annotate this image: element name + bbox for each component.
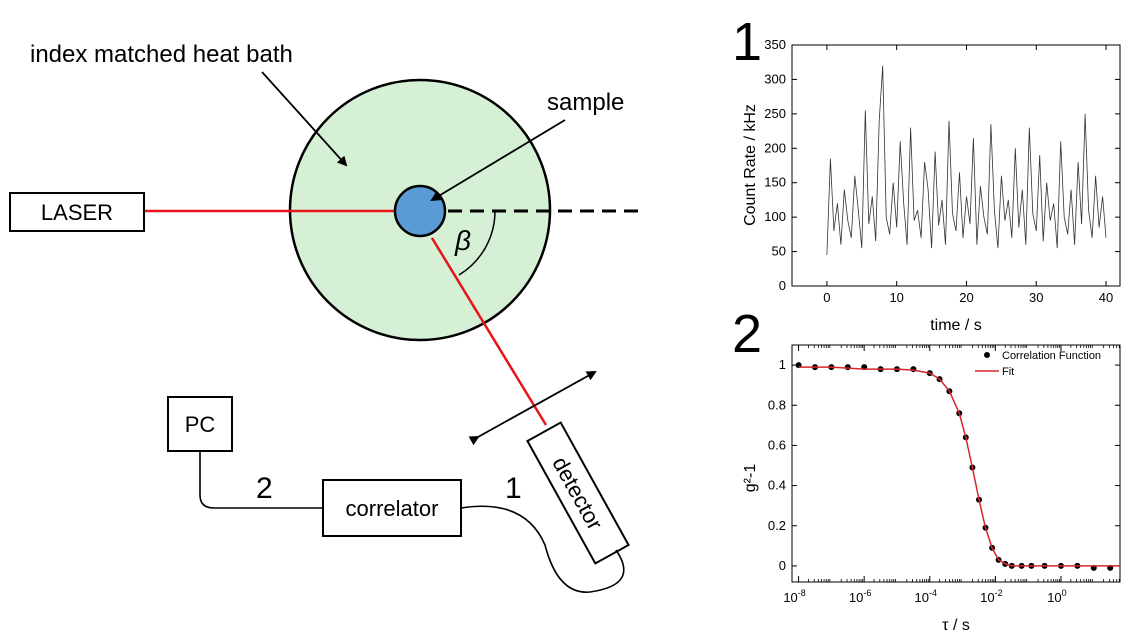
chart2-x-tick-label: 10-2 <box>980 588 1002 605</box>
chart1-x-tick-label: 20 <box>959 290 973 305</box>
count-rate-chart: 1 0 50 100 150 200 250 300 350 0 10 20 30 40 Count … <box>732 12 1121 334</box>
angle-beta-label: β <box>454 225 471 256</box>
chart1-y-tick-label: 100 <box>764 209 786 224</box>
chart2-y-tick-label: 0.8 <box>768 397 786 412</box>
chart2-y-tick-label: 1 <box>779 357 786 372</box>
count-rate-trace <box>826 65 1107 256</box>
chart1-x-tick-label: 30 <box>1029 290 1043 305</box>
panel-1-label: 1 <box>732 12 762 72</box>
sample-label: sample <box>547 89 624 116</box>
chart1-x-tick-label: 10 <box>889 290 903 305</box>
connection-2-label: 2 <box>256 472 273 505</box>
chart1-y-tick-label: 350 <box>764 37 786 52</box>
pc-box <box>167 396 233 452</box>
pc-label: PC <box>185 412 216 437</box>
fit-curve <box>798 366 1120 567</box>
heat-bath-arrow <box>261 71 348 167</box>
chart1-y-tick-label: 150 <box>764 175 786 190</box>
chart2-y-axis: 0 0.2 0.4 0.6 0.8 1 <box>768 357 1120 573</box>
laser-box <box>9 192 145 232</box>
panel-2-label: 2 <box>732 304 762 364</box>
chart2-y-tick-label: 0.6 <box>768 437 786 452</box>
chart2-y-title: g²-1 <box>742 464 759 493</box>
cable-correlator-detector <box>460 505 625 593</box>
correlation-point <box>844 364 851 371</box>
legend-marker-correlation <box>984 352 990 358</box>
chart1-x-tick-label: 0 <box>823 290 830 305</box>
chart2-x-tick-label: 100 <box>1047 588 1066 605</box>
chart2-legend: Correlation Function Fit <box>975 350 1101 378</box>
angle-arc <box>458 210 496 276</box>
connection-1-label: 1 <box>505 472 522 505</box>
correlation-points <box>795 362 1114 571</box>
legend-fit: Fit <box>1002 366 1014 378</box>
chart1-y-tick-label: 200 <box>764 140 786 155</box>
chart1-x-axis: 0 10 20 30 40 <box>823 45 1113 305</box>
chart1-y-title: Count Rate / kHz <box>742 104 759 226</box>
chart2-y-tick-label: 0 <box>779 558 786 573</box>
laser-label: LASER <box>41 200 113 225</box>
chart2-y-tick-label: 0.2 <box>768 518 786 533</box>
cable-pc-correlator <box>199 451 323 509</box>
heat-bath-label: index matched heat bath <box>30 41 293 68</box>
correlation-chart: 2 0 0.2 0.4 0.6 0.8 1 10-8 10-6 10-4 10-2 100 Cor… <box>732 304 1121 634</box>
chart1-y-tick-label: 50 <box>772 244 786 259</box>
chart1-frame <box>791 44 1121 287</box>
sample-arrow <box>430 119 566 202</box>
chart1-y-tick-label: 300 <box>764 71 786 86</box>
chart2-frame <box>791 344 1121 583</box>
chart2-x-tick-label: 10-4 <box>915 588 937 605</box>
chart1-y-axis: 0 50 100 150 200 250 300 350 <box>764 37 1120 293</box>
sample-circle <box>393 184 447 238</box>
chart1-y-tick-label: 0 <box>779 278 786 293</box>
correlator-label: correlator <box>346 496 439 521</box>
setup-diagram: β LASER index matched heat bath sample d… <box>9 41 640 593</box>
chart1-x-tick-label: 40 <box>1099 290 1113 305</box>
detector-box: detector <box>526 421 630 565</box>
chart2-y-tick-label: 0.4 <box>768 478 786 493</box>
legend-correlation-function: Correlation Function <box>1002 350 1101 362</box>
chart2-x-tick-label: 10-6 <box>849 588 871 605</box>
chart1-y-tick-label: 250 <box>764 106 786 121</box>
chart1-x-title: time / s <box>930 317 982 334</box>
chart2-x-tick-label: 10-8 <box>783 588 805 605</box>
chart2-x-title: τ / s <box>942 617 970 634</box>
rotation-arrow <box>468 371 597 446</box>
